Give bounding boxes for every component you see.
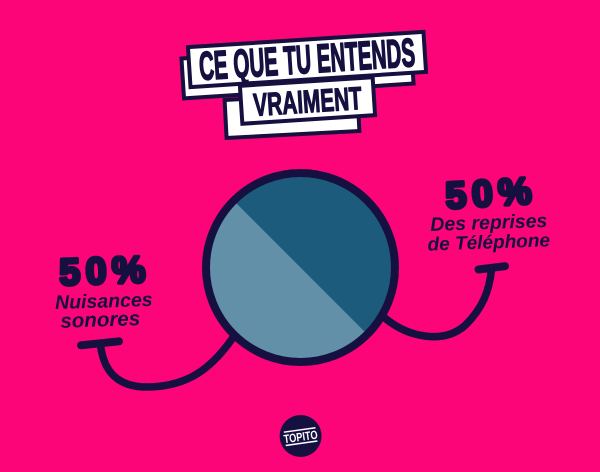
- svg-text:VRAIMENT: VRAIMENT: [252, 80, 363, 123]
- svg-text:Nuisances: Nuisances: [55, 289, 153, 314]
- svg-text:Des reprises: Des reprises: [430, 210, 548, 236]
- svg-text:de Téléphone: de Téléphone: [427, 230, 551, 255]
- svg-text:50%: 50%: [444, 169, 538, 217]
- svg-text:50%: 50%: [59, 248, 152, 293]
- svg-text:sonores: sonores: [60, 307, 141, 333]
